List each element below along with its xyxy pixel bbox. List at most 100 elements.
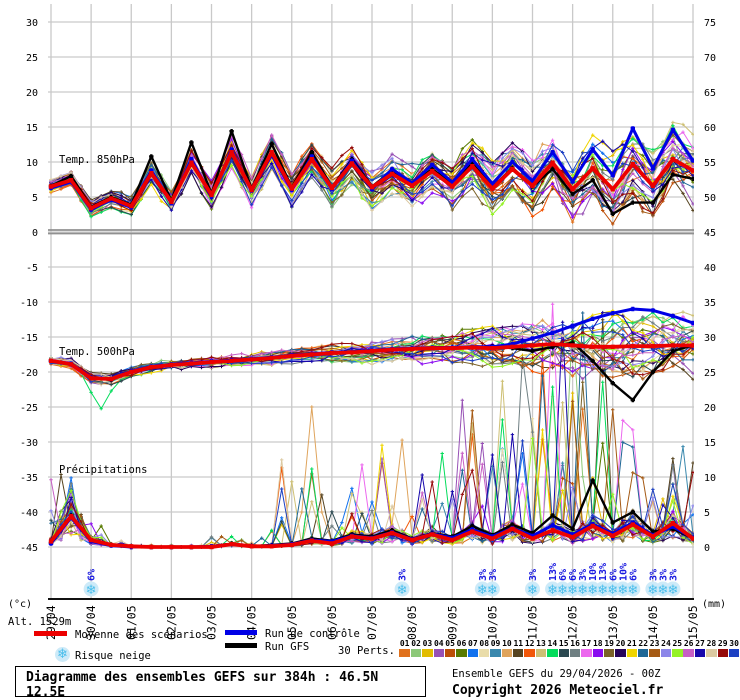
svg-text:5: 5	[704, 508, 710, 519]
svg-text:3%: 3%	[668, 569, 679, 581]
svg-text:Temp. 850hPa: Temp. 850hPa	[59, 154, 135, 166]
perturbation-item: 15	[558, 639, 569, 657]
svg-text:❄: ❄	[607, 583, 618, 598]
perturbation-number: 02	[411, 639, 421, 648]
perturbation-swatch	[603, 649, 615, 657]
perturbation-swatch	[638, 649, 649, 657]
svg-text:❄: ❄	[527, 583, 538, 598]
perturbation-number: 28	[706, 639, 717, 648]
perturbation-item: 12	[524, 639, 535, 657]
run-info: Ensemble GEFS du 29/04/2026 - 00Z	[452, 668, 661, 680]
perturbation-number: 07	[468, 639, 478, 648]
perturbation-color-strip: 01 02 03 04 05 06 07 08 09 10 11 12 13 14 15 16 17 18 19 20…	[399, 639, 740, 657]
svg-text:25: 25	[26, 53, 38, 64]
perturbation-swatch	[694, 649, 706, 657]
svg-text:09/05: 09/05	[445, 605, 459, 640]
perturbation-item: 21	[626, 639, 638, 657]
svg-text:Temp. 500hPa: Temp. 500hPa	[59, 346, 135, 358]
perturbation-number: 14	[547, 639, 558, 648]
perturbation-item: 14	[547, 639, 558, 657]
ensemble-chart-canvas: 302520151050-5-10-15-20-25-30-35-40-4575…	[8, 4, 726, 640]
perturbation-item: 23	[649, 639, 660, 657]
perturbation-item: 29	[717, 639, 728, 657]
svg-text:15: 15	[704, 438, 716, 449]
svg-text:(°c): (°c)	[8, 599, 32, 610]
svg-text:20: 20	[704, 403, 716, 414]
svg-text:10: 10	[26, 158, 38, 169]
svg-text:03/05: 03/05	[205, 605, 219, 640]
svg-text:65: 65	[704, 88, 716, 99]
svg-text:-35: -35	[20, 473, 38, 484]
perturbation-number: 13	[536, 639, 546, 648]
perturbation-item: 22	[638, 639, 649, 657]
perturbation-item: 30	[728, 639, 740, 657]
svg-text:14/05: 14/05	[646, 605, 660, 640]
svg-text:❄: ❄	[557, 583, 568, 598]
perturbation-item: 11	[513, 639, 524, 657]
perturbation-swatch	[649, 649, 660, 657]
title-box: Diagramme des ensembles GEFS sur 384h : …	[15, 666, 426, 700]
svg-text:3%: 3%	[578, 569, 589, 581]
svg-text:13/05: 13/05	[606, 605, 620, 640]
perturbation-item: 03	[422, 639, 433, 657]
legend-mean-label: Moyenne des scénarios	[75, 629, 208, 641]
perturbation-item: 28	[706, 639, 717, 657]
perturbation-item: 08	[479, 639, 490, 657]
perturbation-number: 06	[456, 639, 467, 648]
perturbation-number: 30	[729, 639, 739, 648]
perturbation-number: 29	[717, 639, 728, 648]
svg-text:-25: -25	[20, 403, 38, 414]
svg-text:❄: ❄	[597, 583, 608, 598]
svg-text:❄: ❄	[647, 583, 658, 598]
svg-text:13%: 13%	[598, 563, 609, 581]
perturbation-item: 20	[615, 639, 626, 657]
svg-text:20: 20	[26, 88, 38, 99]
svg-text:❄: ❄	[477, 583, 488, 598]
svg-text:Précipitations: Précipitations	[59, 464, 148, 476]
svg-text:10%: 10%	[588, 563, 599, 581]
perturbation-swatch	[524, 649, 535, 657]
legend-snow-label: Risque neige	[75, 650, 151, 662]
svg-text:6%: 6%	[87, 569, 98, 581]
svg-text:-20: -20	[20, 368, 38, 379]
legend-control-label: Run de contrôle	[265, 628, 360, 640]
perturbation-number: 03	[422, 639, 433, 648]
perturbation-item: 06	[456, 639, 467, 657]
perturbation-number: 18	[592, 639, 603, 648]
svg-text:10/05: 10/05	[485, 605, 499, 640]
snowflake-icon: ❄	[55, 647, 70, 662]
perturbation-number: 23	[649, 639, 660, 648]
svg-text:❄: ❄	[487, 583, 498, 598]
svg-text:35: 35	[704, 298, 716, 309]
svg-text:-40: -40	[20, 508, 38, 519]
svg-text:10: 10	[704, 473, 716, 484]
svg-text:❄: ❄	[567, 583, 578, 598]
perturbation-item: 19	[603, 639, 615, 657]
svg-text:-30: -30	[20, 438, 38, 449]
perturbation-swatch	[558, 649, 569, 657]
svg-text:❄: ❄	[667, 583, 678, 598]
svg-text:❄: ❄	[627, 583, 638, 598]
svg-text:11/05: 11/05	[526, 605, 540, 640]
perturbation-swatch	[626, 649, 638, 657]
svg-text:5: 5	[32, 193, 38, 204]
svg-text:❄: ❄	[577, 583, 588, 598]
svg-text:40: 40	[704, 263, 716, 274]
svg-text:6%: 6%	[558, 569, 569, 581]
svg-text:-10: -10	[20, 298, 38, 309]
svg-text:45: 45	[704, 228, 716, 239]
perturbation-swatch	[399, 649, 410, 657]
perturbation-swatch	[592, 649, 603, 657]
mean-line-swatch	[34, 631, 67, 636]
svg-text:02/05: 02/05	[164, 605, 178, 640]
svg-text:0: 0	[32, 228, 38, 239]
svg-text:3%: 3%	[658, 569, 669, 581]
perturbation-swatch	[706, 649, 717, 657]
svg-text:30: 30	[26, 18, 38, 29]
perturbation-swatch	[569, 649, 581, 657]
perturbation-number: 10	[502, 639, 512, 648]
perturbation-item: 01	[399, 639, 410, 657]
perturbation-number: 21	[627, 639, 637, 648]
perturbation-swatch	[683, 649, 694, 657]
svg-text:30/04: 30/04	[84, 605, 98, 640]
